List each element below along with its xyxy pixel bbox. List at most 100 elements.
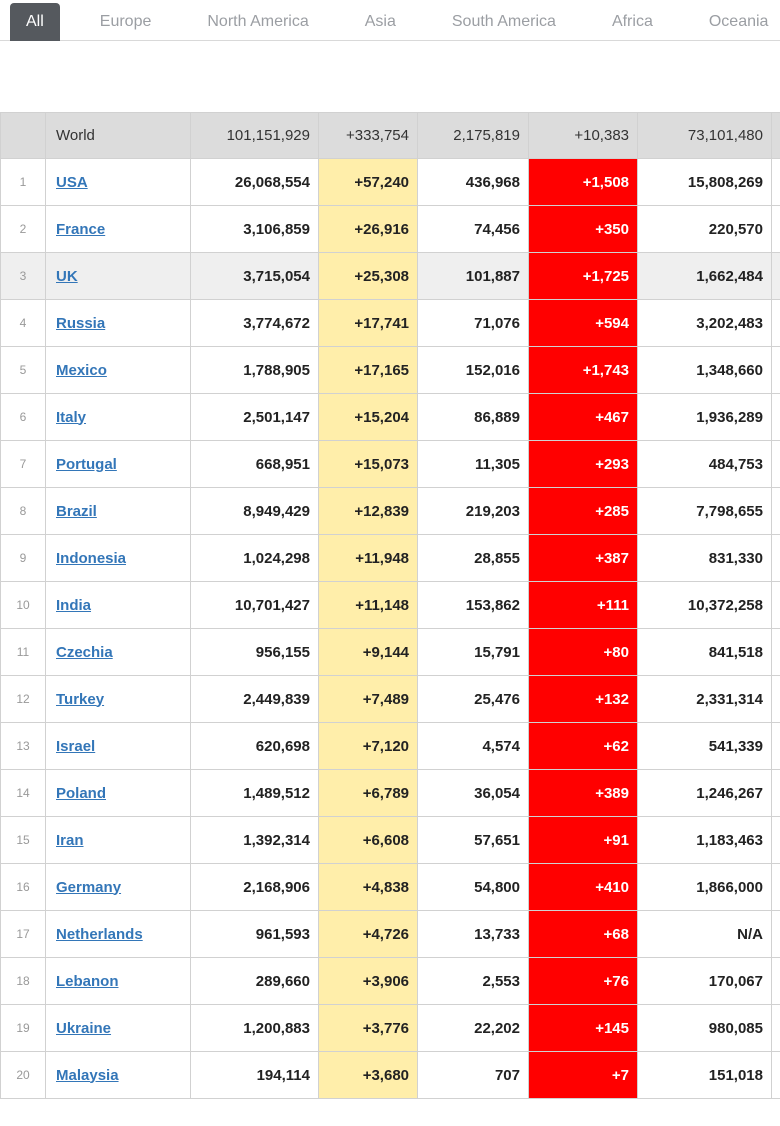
total-cases-cell: 620,698 [190, 722, 319, 770]
deaths-cell: 74,456 [417, 205, 529, 253]
deaths-cell: 153,862 [417, 581, 529, 629]
country-link[interactable]: Mexico [56, 361, 107, 379]
recovered-cell: 1,246,267 [637, 769, 772, 817]
recovered-cell: 841,518 [637, 628, 772, 676]
deaths-cell: 11,305 [417, 440, 529, 488]
tab-asia[interactable]: Asia [364, 13, 396, 30]
country-link[interactable]: Netherlands [56, 925, 143, 943]
deaths-cell: 28,855 [417, 534, 529, 582]
country-link[interactable]: Turkey [56, 690, 105, 708]
new-cases-cell: +15,204 [318, 393, 418, 441]
country-link[interactable]: Israel [56, 737, 96, 755]
country-link[interactable]: USA [56, 173, 88, 191]
deaths-cell: 86,889 [417, 393, 529, 441]
country-link[interactable]: Iran [56, 831, 84, 849]
country-link[interactable]: Indonesia [56, 549, 127, 567]
country-cell: Portugal [45, 440, 191, 488]
tab-north-america[interactable]: North America [207, 13, 309, 30]
new-deaths-cell: +1,743 [528, 346, 638, 394]
country-link[interactable]: Portugal [56, 455, 117, 473]
country-row: 2 France 3,106,859 +26,916 74,456 +350 220,570 [0, 205, 780, 253]
deaths-cell: 15,791 [417, 628, 529, 676]
country-cell: India [45, 581, 191, 629]
world-new-cases-cell: +333,754 [318, 112, 418, 159]
recovered-cell: 170,067 [637, 957, 772, 1005]
world-new-deaths-cell: +10,383 [528, 112, 638, 159]
cutoff-column-cell [771, 769, 780, 817]
country-row: 12 Turkey 2,449,839 +7,489 25,476 +132 2,331,3… [0, 675, 780, 723]
country-row: 9 Indonesia 1,024,298 +11,948 28,855 +387 831,… [0, 534, 780, 582]
cutoff-column-cell [771, 722, 780, 770]
tab-europe[interactable]: Europe [99, 13, 152, 30]
new-deaths-cell: +111 [528, 581, 638, 629]
country-cell: Poland [45, 769, 191, 817]
world-recovered-cell: 73,101,480 [637, 112, 772, 159]
country-link[interactable]: UK [56, 267, 78, 285]
country-link[interactable]: Russia [56, 314, 106, 332]
cutoff-column-cell [771, 1004, 780, 1052]
new-cases-cell: +6,789 [318, 769, 418, 817]
cutoff-column-cell [771, 534, 780, 582]
tab-south-america[interactable]: South America [451, 13, 556, 30]
recovered-cell: 831,330 [637, 534, 772, 582]
rank-cell: 6 [0, 393, 46, 441]
rank-cell: 20 [0, 1051, 46, 1099]
country-link[interactable]: France [56, 220, 106, 238]
country-link[interactable]: Germany [56, 878, 122, 896]
country-link[interactable]: Malaysia [56, 1066, 119, 1084]
new-cases-cell: +7,120 [318, 722, 418, 770]
country-link[interactable]: Poland [56, 784, 107, 802]
deaths-cell: 22,202 [417, 1004, 529, 1052]
country-row: 14 Poland 1,489,512 +6,789 36,054 +389 1,246,2… [0, 769, 780, 817]
new-cases-cell: +11,948 [318, 534, 418, 582]
recovered-cell: 1,183,463 [637, 816, 772, 864]
country-row: 13 Israel 620,698 +7,120 4,574 +62 541,339 [0, 722, 780, 770]
new-deaths-cell: +387 [528, 534, 638, 582]
deaths-cell: 152,016 [417, 346, 529, 394]
country-row: 17 Netherlands 961,593 +4,726 13,733 +68 N/A [0, 910, 780, 958]
recovered-cell: 541,339 [637, 722, 772, 770]
total-cases-cell: 1,200,883 [190, 1004, 319, 1052]
tab-all[interactable]: All [10, 3, 60, 41]
new-deaths-cell: +350 [528, 205, 638, 253]
country-row: 6 Italy 2,501,147 +15,204 86,889 +467 1,936,28… [0, 393, 780, 441]
total-cases-cell: 961,593 [190, 910, 319, 958]
tab-africa[interactable]: Africa [611, 13, 653, 30]
country-link[interactable]: Czechia [56, 643, 113, 661]
world-total-cases-cell: 101,151,929 [190, 112, 319, 159]
new-deaths-cell: +594 [528, 299, 638, 347]
deaths-cell: 101,887 [417, 252, 529, 300]
total-cases-cell: 1,392,314 [190, 816, 319, 864]
new-deaths-cell: +1,508 [528, 158, 638, 206]
country-cell: Brazil [45, 487, 191, 535]
country-link[interactable]: Ukraine [56, 1019, 112, 1037]
rank-cell: 1 [0, 158, 46, 206]
new-cases-cell: +11,148 [318, 581, 418, 629]
recovered-cell: 1,348,660 [637, 346, 772, 394]
rank-cell: 15 [0, 816, 46, 864]
total-cases-cell: 3,106,859 [190, 205, 319, 253]
country-link[interactable]: Italy [56, 408, 87, 426]
country-link[interactable]: Lebanon [56, 972, 119, 990]
country-cell: Czechia [45, 628, 191, 676]
deaths-cell: 2,553 [417, 957, 529, 1005]
total-cases-cell: 194,114 [190, 1051, 319, 1099]
cutoff-column-cell [771, 910, 780, 958]
country-link[interactable]: India [56, 596, 92, 614]
country-cell: Netherlands [45, 910, 191, 958]
country-row: 11 Czechia 956,155 +9,144 15,791 +80 841,518 [0, 628, 780, 676]
cutoff-column-cell [771, 675, 780, 723]
country-row: 10 India 10,701,427 +11,148 153,862 +111 10,37… [0, 581, 780, 629]
rank-cell: 19 [0, 1004, 46, 1052]
new-deaths-cell: +285 [528, 487, 638, 535]
tab-oceania[interactable]: Oceania [708, 13, 769, 30]
recovered-cell: 2,331,314 [637, 675, 772, 723]
cutoff-column-cell [771, 863, 780, 911]
new-deaths-cell: +410 [528, 863, 638, 911]
country-cell: Iran [45, 816, 191, 864]
new-deaths-cell: +293 [528, 440, 638, 488]
country-link[interactable]: Brazil [56, 502, 97, 520]
total-cases-cell: 289,660 [190, 957, 319, 1005]
rank-cell: 9 [0, 534, 46, 582]
country-cell: UK [45, 252, 191, 300]
